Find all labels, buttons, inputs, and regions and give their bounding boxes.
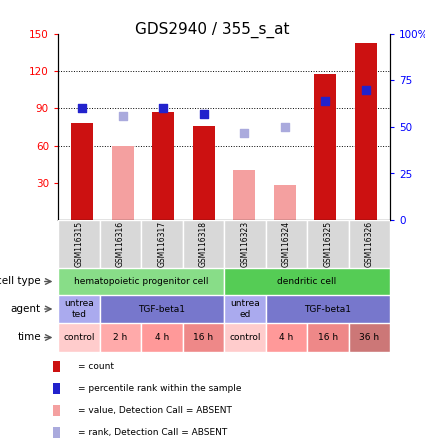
Point	[79, 105, 86, 112]
Text: GSM116324: GSM116324	[282, 221, 291, 267]
Bar	[274, 185, 296, 220]
Bar	[348, 220, 390, 268]
Text: = percentile rank within the sample: = percentile rank within the sample	[79, 384, 242, 393]
Bar	[53, 361, 60, 372]
Text: TGF-beta1: TGF-beta1	[304, 305, 351, 313]
Bar	[266, 220, 307, 268]
Bar	[58, 295, 99, 323]
Text: hematopoietic progenitor cell: hematopoietic progenitor cell	[74, 277, 208, 286]
Text: GDS2940 / 355_s_at: GDS2940 / 355_s_at	[135, 22, 290, 38]
Text: untrea
ted: untrea ted	[64, 299, 94, 319]
Point	[119, 112, 126, 119]
Text: agent: agent	[11, 304, 41, 314]
Point	[200, 111, 207, 118]
Text: = rank, Detection Call = ABSENT: = rank, Detection Call = ABSENT	[79, 428, 228, 437]
Bar	[224, 323, 266, 352]
Point	[281, 123, 288, 131]
Text: GSM116315: GSM116315	[74, 221, 83, 267]
Text: GSM116318: GSM116318	[199, 221, 208, 267]
Bar	[224, 295, 266, 323]
Bar	[58, 220, 99, 268]
Bar	[58, 268, 224, 295]
Text: 4 h: 4 h	[279, 333, 293, 342]
Bar	[99, 323, 141, 352]
Bar	[233, 170, 255, 220]
Bar	[141, 220, 182, 268]
Bar	[141, 323, 182, 352]
Text: 16 h: 16 h	[317, 333, 338, 342]
Text: GSM116326: GSM116326	[365, 221, 374, 267]
Text: GSM116316: GSM116316	[116, 221, 125, 267]
Bar	[53, 427, 60, 438]
Text: TGF-beta1: TGF-beta1	[138, 305, 185, 313]
Bar	[58, 323, 99, 352]
Text: untrea
ed: untrea ed	[230, 299, 260, 319]
Bar	[307, 323, 348, 352]
Text: = count: = count	[79, 361, 114, 371]
Text: cell type: cell type	[0, 277, 41, 286]
Text: control: control	[63, 333, 94, 342]
Point	[241, 129, 248, 136]
Text: 36 h: 36 h	[359, 333, 379, 342]
Bar	[152, 112, 174, 220]
Bar	[266, 295, 390, 323]
Text: = value, Detection Call = ABSENT: = value, Detection Call = ABSENT	[79, 406, 232, 415]
Bar	[266, 323, 307, 352]
Bar	[182, 323, 224, 352]
Text: dendritic cell: dendritic cell	[278, 277, 337, 286]
Text: GSM116325: GSM116325	[323, 221, 332, 267]
Bar	[193, 126, 215, 220]
Text: time: time	[17, 333, 41, 342]
Bar	[307, 220, 348, 268]
Bar	[112, 146, 134, 220]
Point	[362, 86, 369, 93]
Bar	[99, 295, 224, 323]
Point	[322, 97, 329, 104]
Bar	[354, 43, 377, 220]
Text: GSM116317: GSM116317	[157, 221, 166, 267]
Text: GSM116323: GSM116323	[240, 221, 249, 267]
Bar	[224, 220, 266, 268]
Bar	[224, 268, 390, 295]
Bar	[348, 323, 390, 352]
Text: 16 h: 16 h	[193, 333, 213, 342]
Text: 4 h: 4 h	[155, 333, 169, 342]
Text: 2 h: 2 h	[113, 333, 128, 342]
Point	[160, 105, 167, 112]
Text: control: control	[229, 333, 261, 342]
Bar	[99, 220, 141, 268]
Bar	[182, 220, 224, 268]
Bar	[53, 405, 60, 416]
Bar	[53, 383, 60, 394]
Bar	[314, 74, 336, 220]
Bar	[71, 123, 94, 220]
